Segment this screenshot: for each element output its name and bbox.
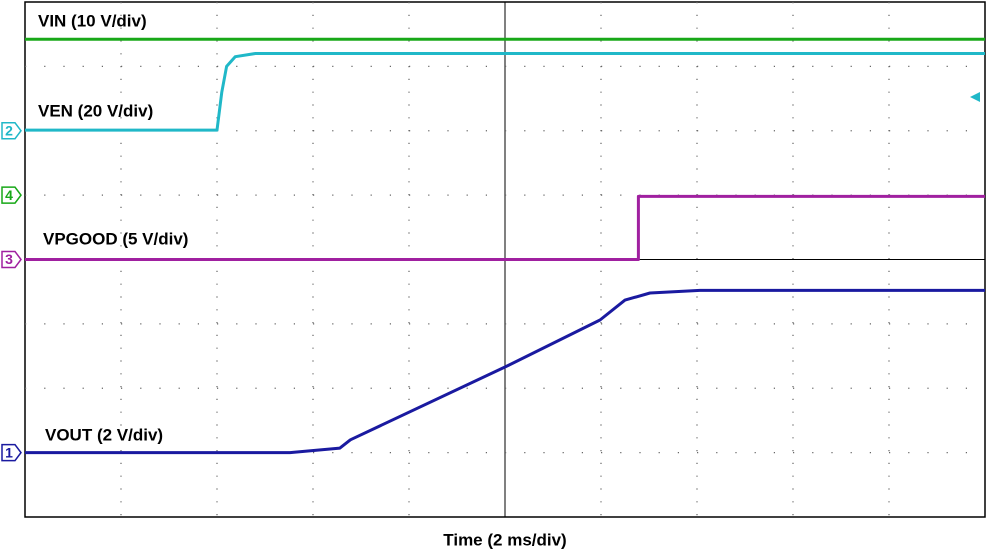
traces [25,37,985,455]
trace [25,194,985,261]
trigger-marker [970,92,980,102]
trace-label: VOUT (2 V/div) [45,425,163,444]
channel-number: 1 [5,444,13,460]
channel-marker [1,122,22,140]
x-axis-label: Time (2 ms/div) [443,530,566,549]
channel-number: 3 [5,251,13,267]
trace [25,288,985,455]
trace-label: VPGOOD (5 V/div) [43,229,188,248]
channel-marker [1,250,22,269]
channel-number: 2 [5,122,13,138]
channel-marker [1,186,22,204]
channel-marker [1,443,22,462]
trace [25,52,985,132]
channel-number: 4 [5,187,13,203]
trace-label: VEN (20 V/div) [38,101,153,120]
trace-label: VIN (10 V/div) [38,11,147,30]
